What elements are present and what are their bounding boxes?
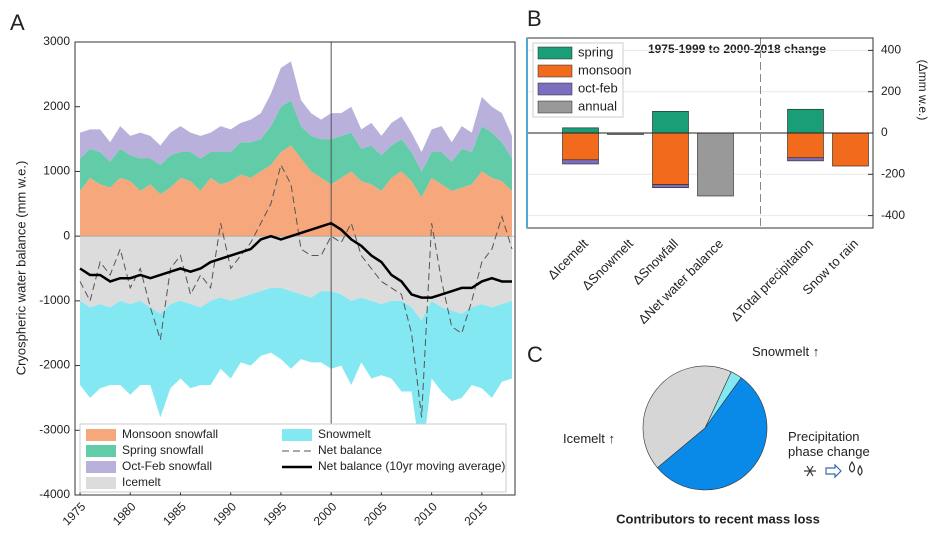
bar — [697, 132, 734, 197]
area — [80, 236, 512, 321]
legend-swatch — [537, 82, 573, 96]
legend-label: oct-feb — [578, 80, 618, 95]
panel-letter: B — [527, 6, 542, 31]
chart-title: 1975-1999 to 2000-2018 change — [648, 42, 826, 56]
pie-label: Icemelt ↑ — [563, 431, 616, 446]
y-tick-label: 400 — [881, 43, 901, 57]
legend-label: spring — [578, 44, 613, 59]
bar — [787, 132, 824, 159]
legend-label: monsoon — [578, 62, 631, 77]
area — [80, 287, 512, 463]
axes-frame — [74, 41, 516, 496]
legend-swatch — [537, 64, 573, 78]
pie-slice — [656, 377, 768, 491]
x-tick-label: ΔIcemelt — [545, 236, 592, 283]
bar — [562, 132, 599, 161]
x-tick-label: ΔNet water balance — [635, 236, 726, 327]
panel-letter: A — [10, 10, 25, 35]
x-tick-label: 2010 — [411, 499, 440, 528]
area — [80, 145, 512, 237]
line — [79, 163, 513, 418]
legend-swatch — [86, 429, 116, 441]
area — [80, 100, 512, 198]
y-tick-label: 0 — [63, 228, 70, 242]
y-tick-label: -3000 — [39, 422, 70, 436]
x-tick-label: 1990 — [210, 499, 239, 528]
pie-slice — [642, 365, 732, 469]
legend-swatch — [282, 429, 312, 441]
legend-label: Monsoon snowfall — [122, 427, 218, 441]
x-tick-label: 2000 — [311, 499, 340, 528]
bar — [787, 157, 824, 162]
bar — [562, 127, 599, 134]
bar — [652, 184, 689, 189]
y-tick-label: 3000 — [43, 34, 70, 48]
x-tick-label: 1985 — [160, 499, 189, 528]
bar — [652, 111, 689, 134]
y-tick-label: 1000 — [43, 164, 70, 178]
panel-letter: C — [527, 342, 543, 367]
y-tick-label: -2000 — [39, 358, 70, 372]
plot-area — [75, 42, 515, 495]
area — [80, 61, 512, 172]
y-tick-label: -400 — [881, 208, 905, 222]
phase-icons — [804, 460, 863, 479]
pie-label: Precipitation phase change — [788, 429, 870, 459]
legend-label: Spring snowfall — [122, 443, 203, 457]
legend-label: annual — [578, 98, 617, 113]
legend-label: Icemelt — [122, 475, 161, 489]
x-tick-label: ΔTotal precipitation — [728, 236, 816, 324]
bar — [562, 159, 599, 165]
pie-label-box: Precipitation phase change — [788, 429, 870, 459]
x-tick-label: 1980 — [110, 499, 139, 528]
chart-title: Contributors to recent mass loss — [616, 511, 820, 526]
x-tick-label: 1975 — [60, 499, 89, 528]
legend-swatch — [86, 477, 116, 489]
bar — [652, 132, 689, 185]
line — [79, 221, 512, 299]
y-tick-label: -1000 — [39, 293, 70, 307]
y-axis-label: Cryospheric water balance (mm w.e.) — [13, 161, 28, 376]
bar — [832, 132, 869, 167]
legend-swatch — [86, 461, 116, 473]
legend-swatch — [537, 46, 573, 60]
legend-label: Oct-Feb snowfall — [122, 459, 212, 473]
y-tick-label: -200 — [881, 166, 905, 180]
y-axis-label: (Δmm w.e.) — [916, 60, 930, 121]
x-tick-label: 2015 — [461, 499, 490, 528]
bar — [787, 108, 824, 134]
legend-swatch — [537, 100, 573, 114]
legend-swatch — [86, 445, 116, 457]
pie-label: Snowmelt ↑ — [752, 344, 820, 359]
y-tick-label: 200 — [881, 84, 901, 98]
x-tick-label: 1995 — [261, 499, 290, 528]
legend-label: Net balance (10yr moving average) — [318, 459, 505, 473]
legend-label: Net balance — [318, 443, 382, 457]
y-tick-label: 2000 — [43, 99, 70, 113]
pie-label-box: Icemelt ↑ — [563, 431, 616, 446]
y-tick-label: -4000 — [39, 487, 70, 501]
pie-label-box: Snowmelt ↑ — [752, 344, 820, 359]
legend-label: Snowmelt — [318, 427, 371, 441]
x-tick-label: 2005 — [361, 499, 390, 528]
y-tick-label: 0 — [881, 125, 888, 139]
